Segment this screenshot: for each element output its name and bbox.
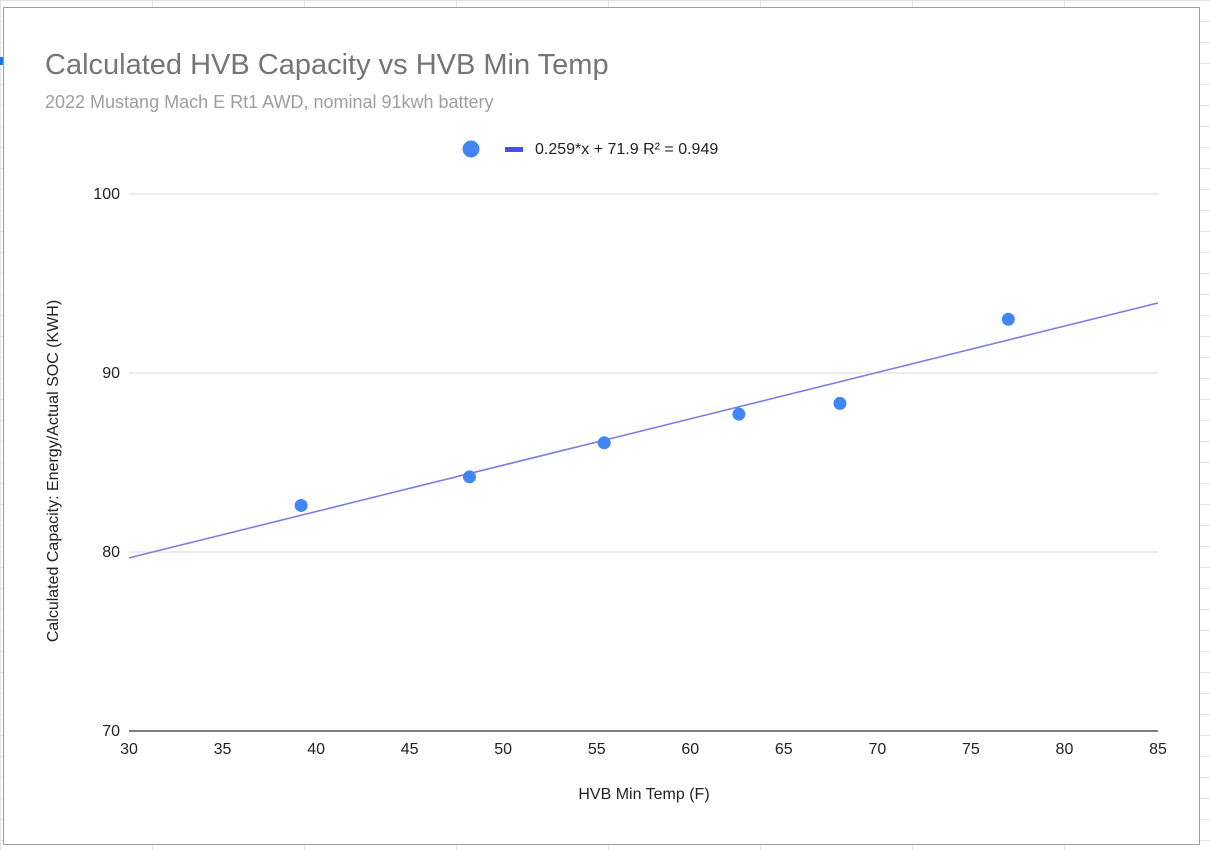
trendline bbox=[128, 302, 1159, 559]
x-axis-ticks: 30 35 40 45 50 55 60 65 70 75 80 85 bbox=[120, 741, 1167, 758]
selection-marker bbox=[0, 57, 3, 65]
data-point[interactable] bbox=[833, 396, 847, 410]
x-tick-label-45: 45 bbox=[401, 741, 419, 758]
data-point[interactable] bbox=[597, 436, 611, 450]
chart-subtitle: 2022 Mustang Mach E Rt1 AWD, nominal 91k… bbox=[45, 92, 494, 112]
trendline-group bbox=[128, 302, 1159, 559]
legend-trendline-swatch bbox=[505, 147, 523, 152]
y-tick-label-70: 70 bbox=[102, 723, 120, 740]
data-points bbox=[294, 312, 1015, 512]
data-point[interactable] bbox=[1001, 312, 1015, 326]
y-tick-label-90: 90 bbox=[102, 365, 120, 382]
legend-trendline-label: 0.259*x + 71.9 R² = 0.949 bbox=[535, 141, 718, 158]
data-point[interactable] bbox=[732, 407, 746, 421]
y-tick-label-80: 80 bbox=[102, 544, 120, 561]
x-tick-label-85: 85 bbox=[1149, 741, 1167, 758]
x-tick-label-65: 65 bbox=[775, 741, 793, 758]
chart-title: Calculated HVB Capacity vs HVB Min Temp bbox=[45, 49, 609, 81]
gridlines bbox=[129, 193, 1158, 732]
y-tick-label-100: 100 bbox=[93, 186, 120, 203]
y-axis-label: Calculated Capacity: Energy/Actual SOC (… bbox=[45, 300, 62, 642]
legend-series-marker bbox=[462, 140, 480, 158]
x-tick-label-30: 30 bbox=[120, 741, 138, 758]
chart-container[interactable] bbox=[3, 7, 1200, 845]
x-tick-label-40: 40 bbox=[307, 741, 325, 758]
data-point[interactable] bbox=[294, 498, 308, 512]
x-tick-label-55: 55 bbox=[588, 741, 606, 758]
y-axis-ticks: 70 80 90 100 bbox=[93, 186, 120, 740]
x-axis-label: HVB Min Temp (F) bbox=[578, 786, 709, 803]
x-tick-label-60: 60 bbox=[681, 741, 699, 758]
x-tick-label-50: 50 bbox=[494, 741, 512, 758]
x-tick-label-75: 75 bbox=[962, 741, 980, 758]
x-tick-label-70: 70 bbox=[868, 741, 886, 758]
legend: 0.259*x + 71.9 R² = 0.949 bbox=[462, 140, 718, 158]
x-tick-label-80: 80 bbox=[1056, 741, 1074, 758]
data-point[interactable] bbox=[463, 470, 477, 484]
x-tick-label-35: 35 bbox=[214, 741, 232, 758]
